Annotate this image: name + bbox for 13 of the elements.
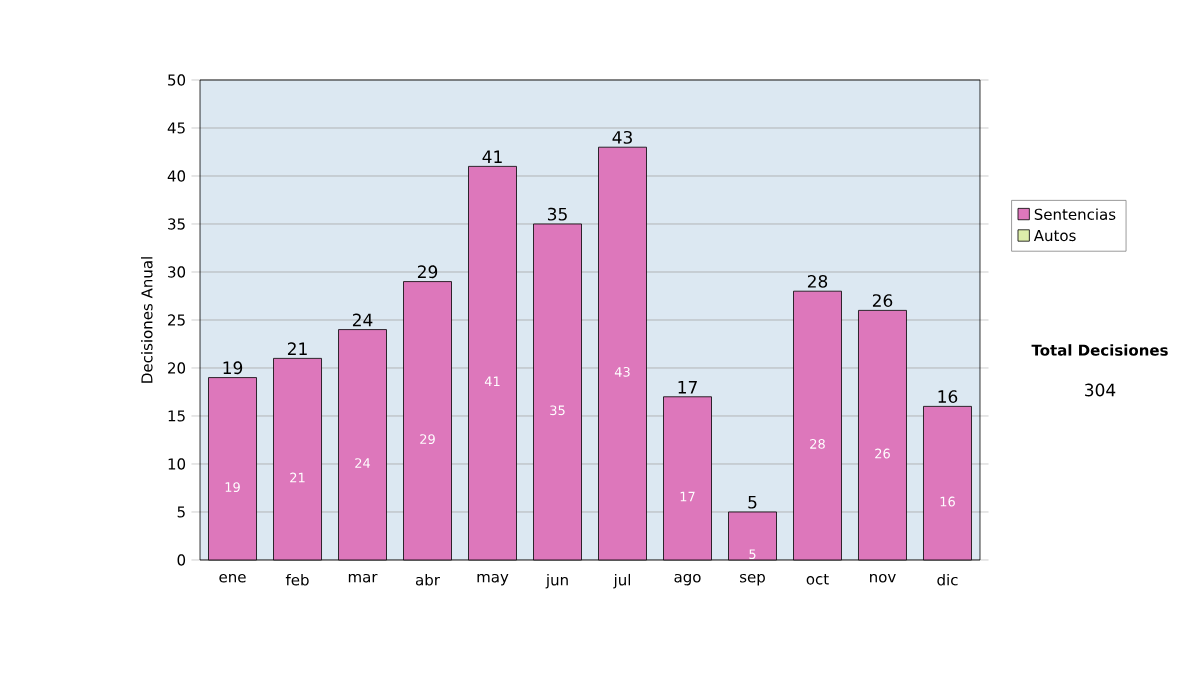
total-label: 28 [807, 274, 828, 288]
total-label: 17 [678, 380, 697, 394]
total-label: 26 [872, 294, 893, 307]
total-label: 43 [612, 130, 632, 144]
total-label: 5 [748, 495, 757, 509]
total-label: 35 [547, 207, 567, 221]
total-label: 24 [352, 313, 373, 327]
total-label: 19 [223, 361, 243, 375]
total-label: 21 [287, 342, 307, 355]
total-label: 29 [417, 265, 438, 279]
total-label: 41 [482, 150, 502, 163]
text: 304 [1085, 383, 1116, 397]
total-label: 16 [938, 390, 958, 403]
